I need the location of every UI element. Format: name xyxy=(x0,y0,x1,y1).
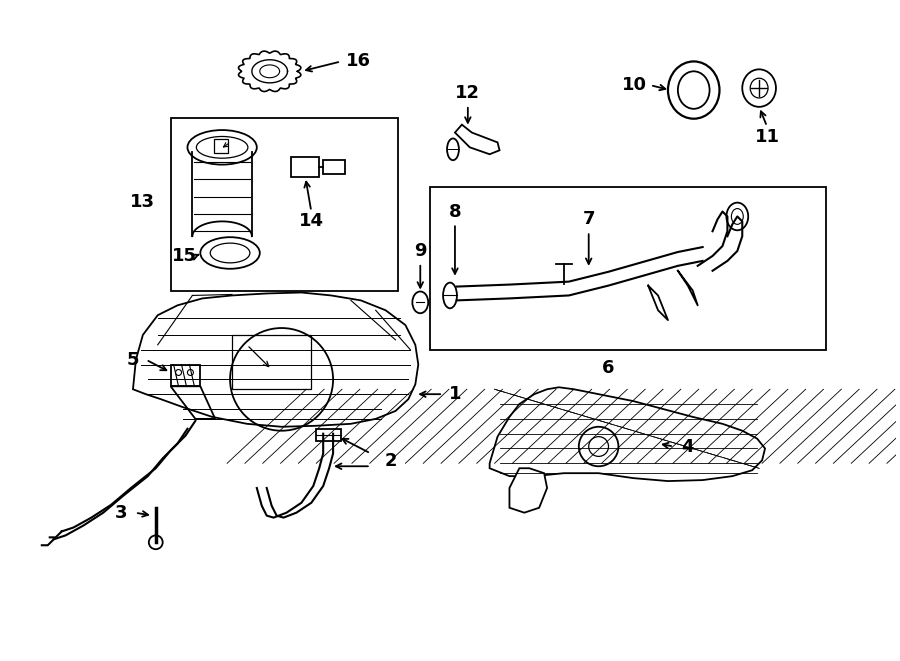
Text: 2: 2 xyxy=(384,452,397,471)
Text: 9: 9 xyxy=(414,242,427,260)
Text: 13: 13 xyxy=(130,192,156,211)
Text: 4: 4 xyxy=(681,438,694,455)
Text: 14: 14 xyxy=(299,212,324,231)
Text: 8: 8 xyxy=(448,202,462,221)
Bar xyxy=(316,429,341,441)
Text: 6: 6 xyxy=(602,358,615,377)
Bar xyxy=(171,365,201,386)
Text: 11: 11 xyxy=(754,128,779,147)
Text: 3: 3 xyxy=(115,504,127,522)
Text: 12: 12 xyxy=(455,84,481,102)
Text: 15: 15 xyxy=(172,247,197,265)
Text: 16: 16 xyxy=(346,52,372,71)
Bar xyxy=(214,139,228,153)
Bar xyxy=(171,118,399,291)
Bar xyxy=(292,157,320,177)
Bar xyxy=(323,160,345,174)
Polygon shape xyxy=(509,468,547,513)
Text: 7: 7 xyxy=(582,210,595,229)
Bar xyxy=(232,335,311,389)
Bar xyxy=(430,187,826,350)
Polygon shape xyxy=(490,387,765,481)
Text: 10: 10 xyxy=(622,76,647,94)
Polygon shape xyxy=(133,292,419,427)
Text: 5: 5 xyxy=(127,350,140,369)
Text: 1: 1 xyxy=(449,385,461,403)
